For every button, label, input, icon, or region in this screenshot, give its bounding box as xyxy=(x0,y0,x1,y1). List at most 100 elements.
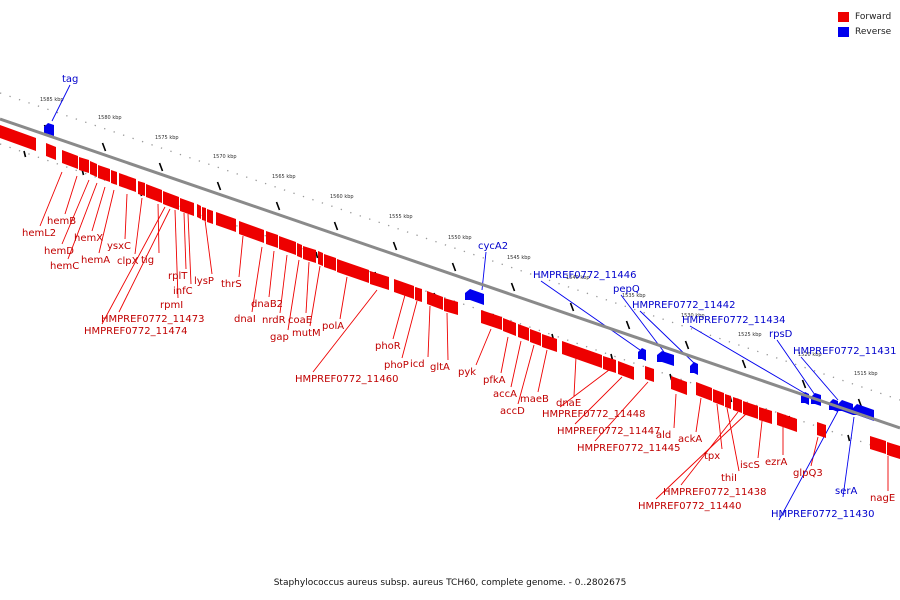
gene-block[interactable] xyxy=(743,401,758,419)
gene-label-dnai[interactable]: dnaI xyxy=(234,314,256,325)
gene-label-thii[interactable]: thiI xyxy=(721,473,737,484)
gene-label-hmpref0772_11442[interactable]: HMPREF0772_11442 xyxy=(632,300,735,311)
gene-block[interactable] xyxy=(444,298,458,315)
gene-label-phop[interactable]: phoP xyxy=(384,360,409,371)
gene-label-hmpref0772_11473[interactable]: HMPREF0772_11473 xyxy=(101,314,204,325)
gene-block[interactable] xyxy=(197,204,201,219)
gene-block[interactable] xyxy=(503,318,516,336)
gene-block[interactable] xyxy=(337,259,369,283)
gene-label-glta[interactable]: gltA xyxy=(430,362,450,373)
gene-label-hmpref0772_11446[interactable]: HMPREF0772_11446 xyxy=(533,270,636,281)
gene-block[interactable] xyxy=(370,271,389,290)
gene-block[interactable] xyxy=(645,366,654,382)
gene-block[interactable] xyxy=(530,329,541,346)
gene-block[interactable] xyxy=(603,356,616,373)
gene-block[interactable] xyxy=(696,382,712,401)
gene-label-hema[interactable]: hemA xyxy=(81,255,110,266)
gene-block[interactable] xyxy=(638,348,646,361)
gene-label-accd[interactable]: accD xyxy=(500,406,525,417)
gene-block[interactable] xyxy=(90,161,97,177)
gene-block[interactable] xyxy=(671,376,687,395)
gene-label-hmpref0772_11438[interactable]: HMPREF0772_11438 xyxy=(663,487,766,498)
gene-label-pyk[interactable]: pyk xyxy=(458,367,476,378)
gene-block[interactable] xyxy=(817,422,826,438)
gene-label-dnae[interactable]: dnaE xyxy=(556,398,581,409)
gene-block[interactable] xyxy=(146,184,162,203)
gene-label-cyca2[interactable]: cycA2 xyxy=(478,241,508,252)
gene-block[interactable] xyxy=(733,397,742,413)
gene-label-hmpref0772_11434[interactable]: HMPREF0772_11434 xyxy=(682,315,785,326)
gene-label-pepq[interactable]: pepQ xyxy=(613,284,640,295)
gene-block[interactable] xyxy=(138,181,145,196)
gene-label-hmpref0772_11431[interactable]: HMPREF0772_11431 xyxy=(793,346,896,357)
gene-label-rpsd[interactable]: rpsD xyxy=(769,329,793,340)
gene-label-thrs[interactable]: thrS xyxy=(221,279,242,290)
gene-label-acka[interactable]: ackA xyxy=(678,434,702,445)
gene-block[interactable] xyxy=(44,123,54,136)
gene-block[interactable] xyxy=(266,231,278,248)
gene-block[interactable] xyxy=(562,341,602,368)
gene-label-ezra[interactable]: ezrA xyxy=(765,457,788,468)
gene-block[interactable] xyxy=(0,125,36,151)
gene-label-hemb[interactable]: hemB xyxy=(47,216,76,227)
gene-label-coae[interactable]: coaE xyxy=(288,315,312,326)
gene-label-pfka[interactable]: pfkA xyxy=(483,375,506,386)
gene-block[interactable] xyxy=(303,246,316,263)
gene-label-sera[interactable]: serA xyxy=(835,486,857,497)
gene-label-iscs[interactable]: iscS xyxy=(740,460,760,471)
gene-block[interactable] xyxy=(239,221,264,243)
gene-label-hmpref0772_11447[interactable]: HMPREF0772_11447 xyxy=(557,426,660,437)
gene-block[interactable] xyxy=(79,157,89,173)
gene-label-clpx[interactable]: clpX xyxy=(117,256,139,267)
gene-label-hmpref0772_11430[interactable]: HMPREF0772_11430 xyxy=(771,509,874,520)
gene-block[interactable] xyxy=(394,279,414,299)
gene-label-hmpref0772_11448[interactable]: HMPREF0772_11448 xyxy=(542,409,645,420)
gene-block[interactable] xyxy=(759,407,772,424)
gene-block[interactable] xyxy=(713,389,724,406)
gene-block[interactable] xyxy=(887,442,900,459)
gene-block[interactable] xyxy=(297,243,302,258)
gene-label-hmpref0772_11460[interactable]: HMPREF0772_11460 xyxy=(295,374,398,385)
gene-label-nrdr[interactable]: nrdR xyxy=(262,315,286,326)
gene-label-gap[interactable]: gap xyxy=(270,332,289,343)
gene-label-infc[interactable]: infC xyxy=(173,286,193,297)
gene-block[interactable] xyxy=(465,289,484,305)
gene-block[interactable] xyxy=(415,287,422,302)
gene-block[interactable] xyxy=(324,254,336,271)
gene-block[interactable] xyxy=(777,412,797,432)
gene-label-ald[interactable]: ald xyxy=(656,430,671,441)
gene-label-acca[interactable]: accA xyxy=(493,389,517,400)
gene-block[interactable] xyxy=(518,324,529,341)
gene-label-glpq3[interactable]: glpQ3 xyxy=(793,468,823,479)
gene-label-tag[interactable]: tag xyxy=(62,74,78,85)
gene-label-rplt[interactable]: rplT xyxy=(168,271,188,282)
gene-label-heml2[interactable]: hemL2 xyxy=(22,228,56,239)
gene-label-tig[interactable]: tig xyxy=(141,255,154,266)
gene-label-rpmi[interactable]: rpmI xyxy=(160,300,183,311)
gene-block[interactable] xyxy=(427,291,443,310)
gene-label-mutm[interactable]: mutM xyxy=(292,328,321,339)
gene-label-hemc[interactable]: hemC xyxy=(50,261,79,272)
gene-block[interactable] xyxy=(279,236,296,255)
gene-block[interactable] xyxy=(690,362,698,375)
gene-label-phor[interactable]: phoR xyxy=(375,341,401,352)
gene-label-hmpref0772_11440[interactable]: HMPREF0772_11440 xyxy=(638,501,741,512)
gene-block[interactable] xyxy=(98,165,110,182)
gene-label-tpx[interactable]: tpx xyxy=(704,451,720,462)
gene-label-hemx[interactable]: hemX xyxy=(74,233,103,244)
gene-label-maeb[interactable]: maeB xyxy=(520,394,549,405)
gene-block[interactable] xyxy=(481,310,502,330)
gene-block[interactable] xyxy=(163,191,179,210)
gene-label-hemd[interactable]: hemD xyxy=(44,246,74,257)
gene-block[interactable] xyxy=(870,436,886,454)
gene-block[interactable] xyxy=(202,207,206,221)
gene-label-hmpref0772_11474[interactable]: HMPREF0772_11474 xyxy=(84,326,187,337)
gene-block[interactable] xyxy=(618,361,634,380)
gene-label-nage[interactable]: nagE xyxy=(870,493,895,504)
gene-label-hmpref0772_11445[interactable]: HMPREF0772_11445 xyxy=(577,443,680,454)
gene-block[interactable] xyxy=(207,209,213,224)
gene-block[interactable] xyxy=(62,150,78,169)
gene-block[interactable] xyxy=(216,212,236,232)
gene-label-pola[interactable]: polA xyxy=(322,321,344,332)
gene-block[interactable] xyxy=(111,170,117,185)
